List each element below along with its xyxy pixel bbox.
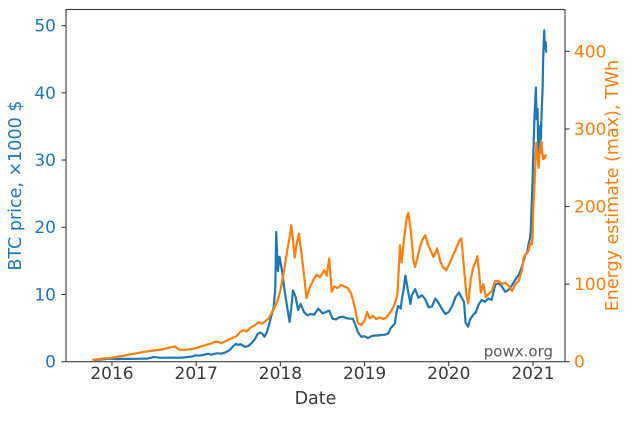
y-right-tick-label: 300 <box>574 120 606 140</box>
watermark: powx.org <box>484 343 553 361</box>
y-axis-left-ticks: 0 10 20 30 40 50 <box>34 17 66 373</box>
x-tick-label: 2020 <box>427 364 470 384</box>
x-axis-label: Date <box>295 389 337 409</box>
y-left-tick-label: 30 <box>34 151 56 171</box>
y-left-tick-label: 40 <box>34 84 56 104</box>
y-left-tick-label: 10 <box>34 285 56 305</box>
x-tick-label: 2021 <box>511 364 554 384</box>
y-right-tick-label: 400 <box>574 42 606 62</box>
btc-price-line <box>92 29 548 361</box>
y-axis-right-label: Energy estimate (max), TWh <box>603 60 623 311</box>
x-tick-label: 2018 <box>259 364 302 384</box>
plot-frame <box>65 8 566 363</box>
y-left-tick-label: 0 <box>45 353 56 373</box>
y-left-tick-label: 50 <box>34 17 56 37</box>
y-axis-right-ticks: 0 100 200 300 400 <box>565 42 606 373</box>
y-right-tick-label: 0 <box>574 353 585 373</box>
x-tick-label: 2017 <box>175 364 218 384</box>
energy-estimate-line <box>92 140 547 361</box>
x-tick-label: 2016 <box>90 364 133 384</box>
y-right-tick-label: 200 <box>574 197 606 217</box>
y-axis-left-label: BTC price, ×1000 $ <box>6 101 26 271</box>
y-right-tick-label: 100 <box>574 275 606 295</box>
x-tick-label: 2019 <box>343 364 386 384</box>
x-axis-ticks: 2016 2017 2018 2019 2020 2021 <box>90 361 555 384</box>
y-left-tick-label: 20 <box>34 218 56 238</box>
